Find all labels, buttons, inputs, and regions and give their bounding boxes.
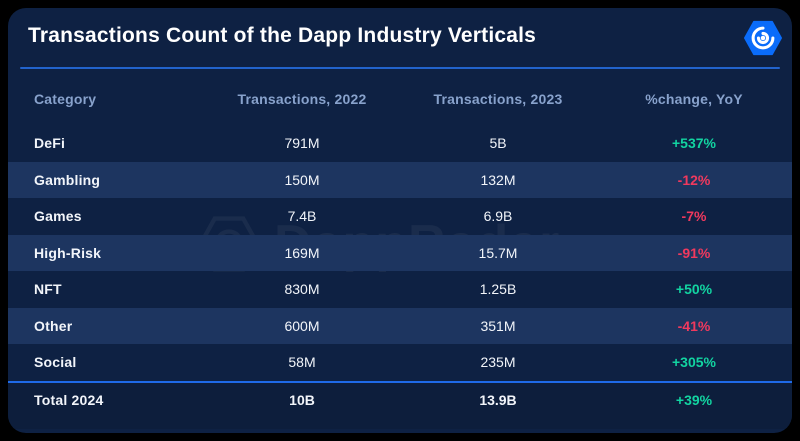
page-title: Transactions Count of the Dapp Industry …	[28, 24, 537, 47]
category-label: NFT	[34, 281, 62, 298]
total-value-2022: 10B	[289, 391, 315, 408]
category-label: DeFi	[34, 135, 66, 152]
value-2022: 150M	[284, 171, 320, 188]
table-row-other: Other 600M 351M -41%	[8, 307, 792, 344]
category-label: Games	[34, 208, 82, 225]
change-value: -41%	[677, 317, 711, 334]
value-2023: 1.25B	[479, 281, 517, 298]
category-label: Social	[34, 354, 77, 371]
category-label: High-Risk	[34, 244, 102, 261]
table-row-games: Games 7.4B 6.9B -7%	[8, 198, 792, 235]
column-header-change-yoy: %change, YoY	[645, 91, 743, 107]
change-value: +50%	[675, 281, 713, 298]
table-row-defi: DeFi 791M 5B +537%	[8, 125, 792, 162]
title-divider	[20, 67, 780, 69]
change-value: -12%	[677, 171, 711, 188]
value-2023: 6.9B	[483, 208, 513, 225]
value-2023: 132M	[480, 171, 516, 188]
value-2022: 7.4B	[287, 208, 317, 225]
total-value-2023: 13.9B	[479, 391, 517, 408]
value-2022: 600M	[284, 317, 320, 334]
change-value: +537%	[672, 135, 716, 152]
dappradar-logo-icon[interactable]	[744, 19, 782, 57]
table-row-nft: NFT 830M 1.25B +50%	[8, 271, 792, 308]
card-header: Transactions Count of the Dapp Industry …	[8, 8, 792, 69]
table-header-row: Category Transactions, 2022 Transactions…	[8, 69, 792, 125]
table-row-gambling: Gambling 150M 132M -12%	[8, 161, 792, 198]
value-2023: 15.7M	[478, 244, 518, 261]
column-header-transactions-2023: Transactions, 2023	[433, 91, 563, 107]
value-2023: 5B	[489, 135, 507, 152]
category-label: Gambling	[34, 171, 101, 188]
total-label: Total 2024	[34, 391, 104, 408]
value-2022: 169M	[284, 244, 320, 261]
change-value: +305%	[672, 354, 716, 371]
total-change-value: +39%	[675, 391, 713, 408]
category-label: Other	[34, 317, 73, 334]
table-row-total: Total 2024 10B 13.9B +39%	[8, 382, 792, 429]
total-row-divider	[8, 380, 792, 383]
column-header-transactions-2022: Transactions, 2022	[237, 91, 367, 107]
change-value: -91%	[677, 244, 711, 261]
column-header-category: Category	[34, 91, 97, 107]
value-2022: 791M	[284, 135, 320, 152]
table-row-high-risk: High-Risk 169M 15.7M -91%	[8, 234, 792, 271]
value-2022: 830M	[284, 281, 320, 298]
value-2023: 351M	[480, 317, 516, 334]
table-card: DappRadar Transactions Count of the Dapp…	[8, 8, 792, 433]
transactions-table: Category Transactions, 2022 Transactions…	[8, 69, 792, 429]
value-2023: 235M	[480, 354, 516, 371]
change-value: -7%	[681, 208, 707, 225]
table-row-social: Social 58M 235M +305%	[8, 344, 792, 381]
value-2022: 58M	[288, 354, 316, 371]
